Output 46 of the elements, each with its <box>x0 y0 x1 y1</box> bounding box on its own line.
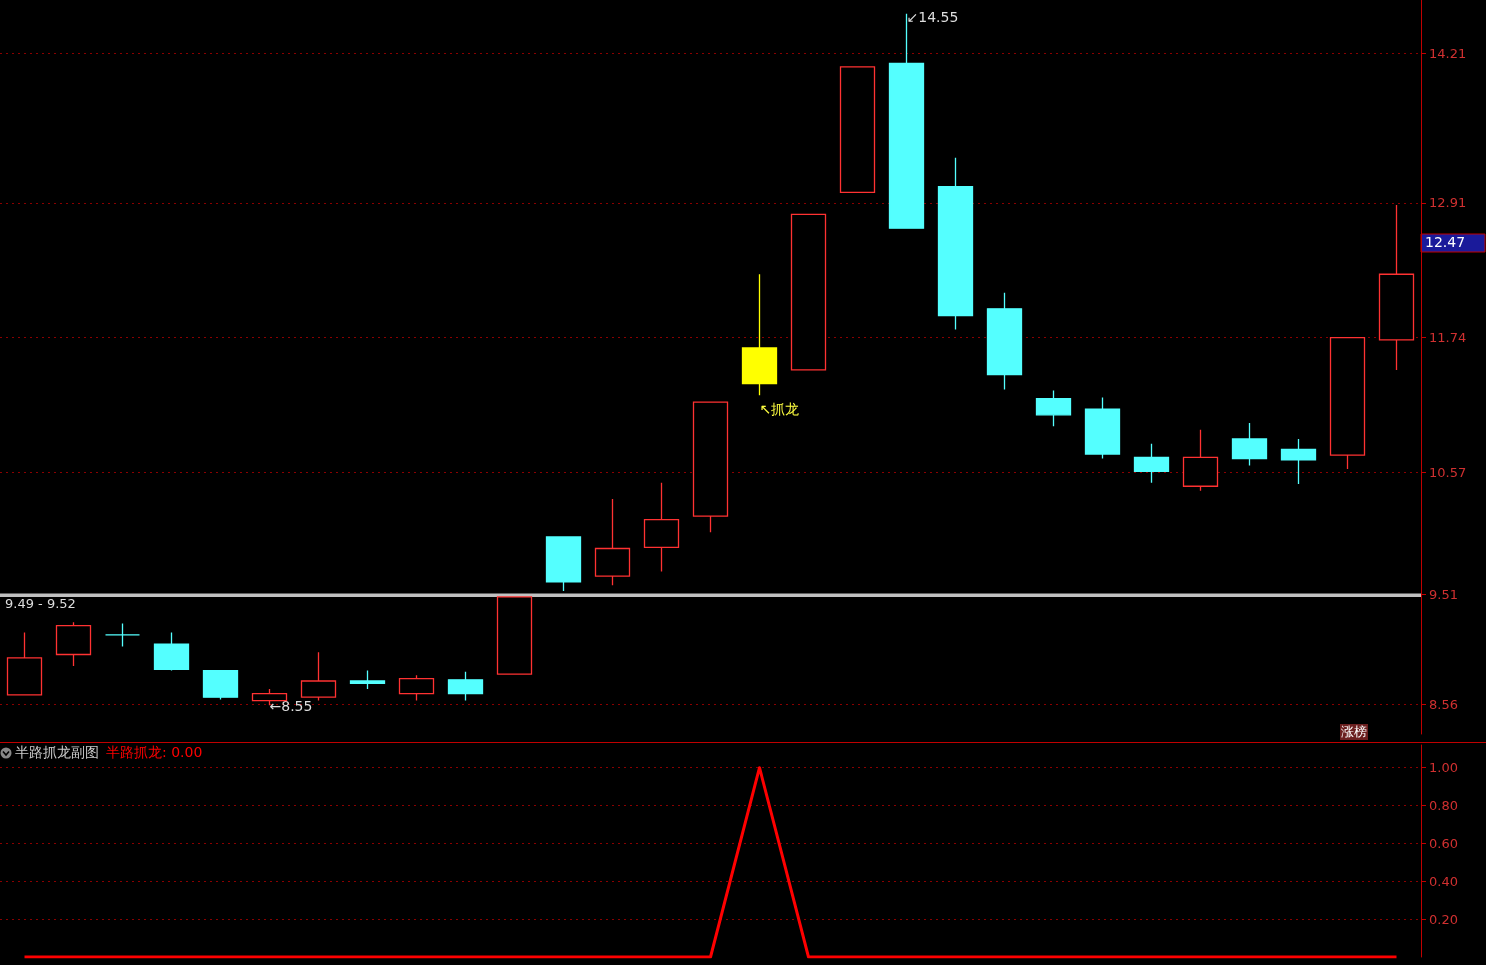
y-tick-label: 12.91 <box>1429 195 1467 211</box>
y-tick-label: 0.20 <box>1429 911 1458 927</box>
y-tick-label: 0.40 <box>1429 873 1458 889</box>
candlestick <box>839 66 876 194</box>
candlestick <box>153 631 190 672</box>
annotation: 涨榜 <box>1339 724 1368 740</box>
text: 12.47 <box>1425 234 1466 250</box>
candlestick <box>1182 429 1219 492</box>
candlestick <box>1231 422 1268 467</box>
candlestick <box>692 401 729 533</box>
candlestick <box>937 157 974 331</box>
candlestick <box>447 671 484 702</box>
y-tick-label: 8.56 <box>1429 696 1458 712</box>
candlestick <box>1329 336 1366 470</box>
y-tick-label: 10.57 <box>1429 464 1467 480</box>
y-tick-label: 11.74 <box>1429 330 1467 346</box>
candlestick <box>104 622 141 648</box>
candlestick <box>545 536 582 592</box>
candlestick <box>643 482 680 573</box>
annotation: ↙14.55 <box>906 8 959 25</box>
candlestick <box>349 669 386 690</box>
candlestick <box>1084 396 1121 460</box>
candlestick <box>398 674 435 702</box>
candlestick <box>300 651 337 702</box>
candlestick <box>1280 438 1317 485</box>
candlestick <box>6 631 43 696</box>
y-tick-label: 14.21 <box>1429 45 1467 61</box>
annotation: ↖抓龙 <box>759 401 800 418</box>
candlestick <box>594 498 631 587</box>
y-tick-label: 1.00 <box>1429 760 1458 776</box>
candlestick <box>790 213 827 371</box>
candlestick <box>55 621 92 667</box>
y-tick-label: 9.51 <box>1429 587 1458 603</box>
candlestick <box>986 292 1023 391</box>
candlestick <box>1035 389 1072 427</box>
y-tick-label: 0.80 <box>1429 798 1458 814</box>
annotation: ←8.55 <box>269 698 313 715</box>
y-tick-label: 0.60 <box>1429 835 1458 851</box>
candlestick <box>202 669 239 701</box>
candlestick <box>741 273 778 396</box>
candlestick <box>1133 442 1170 484</box>
candlestick <box>496 596 533 675</box>
chart-title: 半路抓龙副图 <box>15 744 99 762</box>
annotation: 半路抓龙: 0.00 <box>106 744 203 762</box>
band-label: 9.49 - 9.52 <box>5 595 76 611</box>
candlestick <box>1378 204 1415 371</box>
